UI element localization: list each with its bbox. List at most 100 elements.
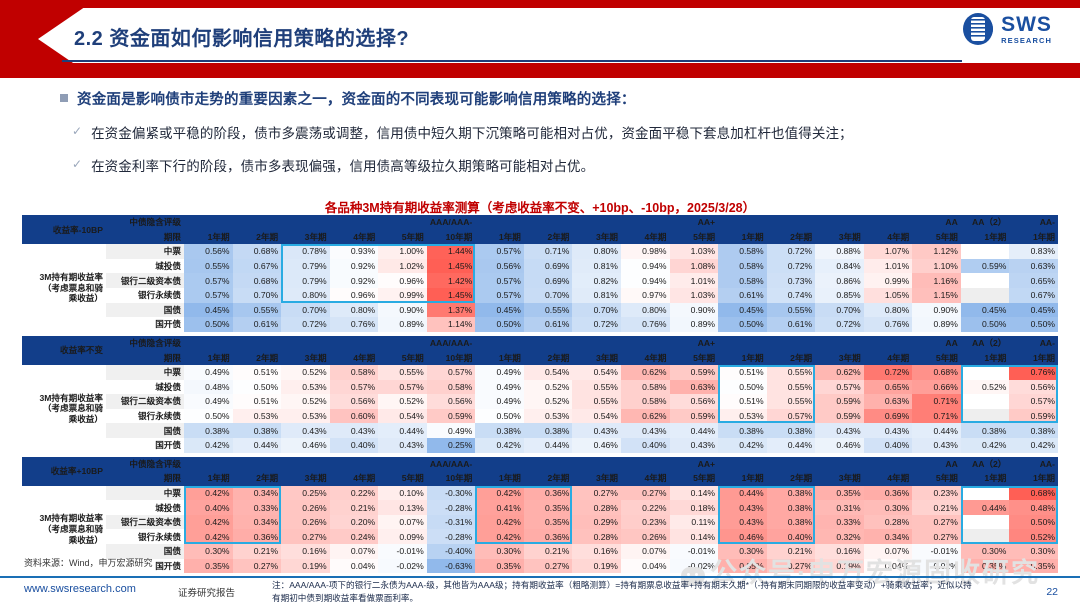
cell-b2-r5-c1: 0.27% bbox=[232, 558, 282, 574]
cell-b2-r2-c7: 0.35% bbox=[523, 514, 573, 530]
cell-b1-r4-c7: 0.38% bbox=[523, 423, 573, 438]
cell-b0-r3-c3: 0.96% bbox=[329, 287, 379, 303]
cell-b1-r0-c11: 0.51% bbox=[718, 364, 767, 380]
col-header-7: 2年期 bbox=[523, 229, 573, 245]
cell-b1-r5-c13: 0.46% bbox=[815, 437, 864, 453]
cell-b2-r2-c3: 0.20% bbox=[329, 514, 379, 530]
cell-b0-r2-c14: 0.99% bbox=[863, 273, 913, 288]
col-header-5: 10年期 bbox=[426, 229, 476, 245]
cell-b2-r5-c13: 0.19% bbox=[815, 558, 864, 574]
col-header-8: 3年期 bbox=[572, 350, 621, 365]
cell-b2-r4-c13: 0.16% bbox=[815, 544, 864, 559]
cell-b1-r3-c8: 0.54% bbox=[572, 408, 621, 424]
cell-b2-r2-c9: 0.23% bbox=[620, 514, 670, 530]
cell-b0-r5-c15: 0.89% bbox=[912, 317, 961, 332]
table-row: 银行永续债 0.42% 0.36% 0.27% 0.24% 0.09% -0.28% 0.42… bbox=[22, 529, 1058, 545]
col-header-2: 3年期 bbox=[281, 350, 330, 365]
grade-group-2: AA bbox=[718, 335, 961, 351]
check-icon: ✓ bbox=[72, 124, 83, 138]
cell-b1-r4-c10: 0.44% bbox=[669, 423, 719, 438]
sws-logo-mark bbox=[961, 12, 995, 46]
cell-b2-r0-c16 bbox=[960, 485, 1010, 501]
cell-b0-r5-c0: 0.50% bbox=[184, 317, 233, 332]
table-row: 国债 0.38% 0.38% 0.43% 0.43% 0.44% 0.49% 0.38% 0.3… bbox=[22, 423, 1058, 438]
cell-b0-r5-c7: 0.61% bbox=[523, 317, 573, 332]
grade-group-2: AA bbox=[718, 456, 961, 472]
cell-b0-r5-c9: 0.76% bbox=[620, 317, 670, 332]
cell-b0-r5-c12: 0.61% bbox=[766, 317, 816, 332]
tenor-header-2: 期限 bbox=[106, 229, 184, 245]
cell-b0-r3-c16 bbox=[960, 287, 1010, 303]
cell-b2-r5-c14: 0.04% bbox=[863, 558, 913, 574]
cell-b1-r3-c9: 0.62% bbox=[620, 408, 670, 424]
cell-b2-r1-c10: 0.18% bbox=[669, 500, 719, 515]
cell-b0-r2-c7: 0.69% bbox=[523, 273, 573, 288]
cell-b2-r0-c5: -0.30% bbox=[426, 485, 476, 501]
cell-b1-r1-c8: 0.55% bbox=[572, 379, 621, 395]
cell-b2-r1-c9: 0.22% bbox=[620, 500, 670, 515]
cell-b2-r4-c14: 0.07% bbox=[863, 544, 913, 559]
cell-b1-r4-c11: 0.38% bbox=[718, 423, 767, 438]
cell-b0-r2-c2: 0.79% bbox=[281, 273, 330, 288]
row-label-4: 国债 bbox=[106, 302, 184, 318]
cell-b0-r1-c10: 1.08% bbox=[669, 258, 719, 274]
grade-group-0: AAA/AAA- bbox=[184, 215, 476, 230]
cell-b1-r2-c6: 0.49% bbox=[475, 394, 524, 409]
cell-b2-r3-c0: 0.42% bbox=[184, 529, 233, 545]
cell-b1-r0-c6: 0.49% bbox=[475, 364, 524, 380]
cell-b1-r5-c6: 0.42% bbox=[475, 437, 524, 453]
cell-b2-r3-c16 bbox=[960, 529, 1010, 545]
report-label: 证券研究报告 bbox=[178, 588, 236, 599]
col-header-0: 1年期 bbox=[184, 471, 233, 486]
col-header-16: 1年期 bbox=[960, 229, 1010, 245]
header-underline bbox=[62, 60, 962, 62]
cell-b1-r3-c10: 0.59% bbox=[669, 408, 719, 424]
cell-b2-r5-c8: 0.19% bbox=[572, 558, 621, 574]
table-row: 国开债 0.35% 0.27% 0.19% 0.04% -0.02% -0.63% 0.35%… bbox=[22, 558, 1058, 574]
cell-b1-r1-c11: 0.50% bbox=[718, 379, 767, 395]
cell-b0-r2-c12: 0.73% bbox=[766, 273, 816, 288]
table-row: 银行二级资本债 0.42% 0.34% 0.26% 0.20% 0.07% -0.31% 0.… bbox=[22, 514, 1058, 530]
cell-b0-r0-c15: 1.12% bbox=[912, 244, 961, 259]
cell-b1-r0-c16 bbox=[960, 364, 1010, 380]
cell-b1-r3-c17: 0.59% bbox=[1009, 408, 1058, 424]
cell-b2-r5-c11: 0.35% bbox=[718, 558, 767, 574]
row-label-5: 国开债 bbox=[106, 558, 184, 574]
cell-b0-r4-c11: 0.45% bbox=[718, 302, 767, 318]
cell-b0-r2-c4: 0.96% bbox=[378, 273, 427, 288]
cell-b1-r3-c7: 0.53% bbox=[523, 408, 573, 424]
cell-b2-r3-c11: 0.46% bbox=[718, 529, 767, 545]
cell-b2-r3-c13: 0.32% bbox=[815, 529, 864, 545]
col-header-14: 4年期 bbox=[863, 471, 913, 486]
grade-group-2: AA bbox=[718, 215, 961, 230]
cell-b0-r4-c0: 0.45% bbox=[184, 302, 233, 318]
col-header-6: 1年期 bbox=[475, 350, 524, 365]
website-link[interactable]: www.swsresearch.com bbox=[24, 583, 136, 595]
col-header-15: 5年期 bbox=[912, 229, 961, 245]
cell-b2-r0-c7: 0.36% bbox=[523, 485, 573, 501]
cell-b2-r4-c9: 0.07% bbox=[620, 544, 670, 559]
table-title: 各品种3M持有期收益率测算（考虑收益率不变、+10bp、-10bp，2025/3… bbox=[324, 201, 756, 215]
table-row: 城投债 0.55% 0.67% 0.79% 0.92% 1.02% 1.45% 0.56% 0.… bbox=[22, 258, 1058, 274]
cell-b2-r0-c1: 0.34% bbox=[232, 485, 282, 501]
cell-b2-r2-c4: 0.07% bbox=[378, 514, 427, 530]
col-header-1: 2年期 bbox=[232, 350, 282, 365]
cell-b1-r4-c1: 0.38% bbox=[232, 423, 282, 438]
cell-b1-r4-c15: 0.44% bbox=[912, 423, 961, 438]
cell-b0-r1-c9: 0.94% bbox=[620, 258, 670, 274]
cell-b0-r1-c17: 0.63% bbox=[1009, 258, 1058, 274]
sws-logo: SWS RESEARCH bbox=[961, 12, 1052, 46]
cell-b0-r0-c3: 0.93% bbox=[329, 244, 379, 259]
cell-b1-r3-c2: 0.53% bbox=[281, 408, 330, 424]
cell-b0-r4-c6: 0.45% bbox=[475, 302, 524, 318]
check-icon: ✓ bbox=[72, 157, 83, 171]
cell-b2-r2-c1: 0.34% bbox=[232, 514, 282, 530]
cell-b2-r3-c5: -0.28% bbox=[426, 529, 476, 545]
cell-b2-r2-c11: 0.43% bbox=[718, 514, 767, 530]
col-header-12: 2年期 bbox=[766, 350, 816, 365]
cell-b0-r3-c13: 0.85% bbox=[815, 287, 864, 303]
cell-b0-r4-c16: 0.45% bbox=[960, 302, 1010, 318]
cell-b0-r2-c8: 0.82% bbox=[572, 273, 621, 288]
col-header-12: 2年期 bbox=[766, 229, 816, 245]
cell-b1-r4-c5: 0.49% bbox=[426, 423, 476, 438]
